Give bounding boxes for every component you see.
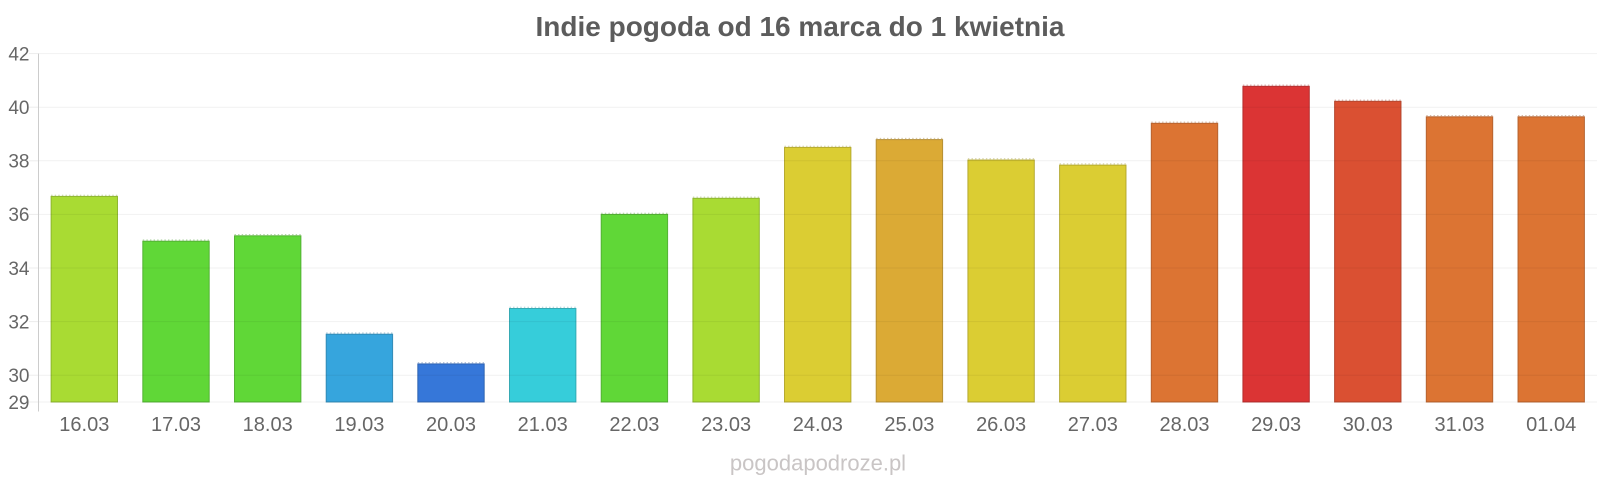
svg-text:26.03: 26.03 bbox=[976, 414, 1026, 436]
svg-text:38: 38 bbox=[8, 152, 29, 173]
svg-text:25.03: 25.03 bbox=[884, 414, 934, 436]
svg-text:Indie pogoda od 16 marca do 1: Indie pogoda od 16 marca do 1 kwietnia bbox=[535, 11, 1064, 42]
svg-text:34: 34 bbox=[8, 259, 30, 280]
svg-text:29: 29 bbox=[8, 393, 29, 414]
svg-text:30.03: 30.03 bbox=[1343, 414, 1393, 436]
svg-text:19.03: 19.03 bbox=[334, 414, 384, 436]
svg-text:32: 32 bbox=[8, 312, 29, 333]
svg-text:36: 36 bbox=[8, 205, 29, 226]
svg-text:30: 30 bbox=[8, 366, 29, 387]
svg-text:16.03: 16.03 bbox=[59, 414, 109, 436]
svg-text:24.03: 24.03 bbox=[793, 414, 843, 436]
svg-text:28.03: 28.03 bbox=[1159, 414, 1209, 436]
svg-text:42: 42 bbox=[8, 44, 29, 65]
svg-text:21.03: 21.03 bbox=[518, 414, 568, 436]
svg-text:27.03: 27.03 bbox=[1068, 414, 1118, 436]
svg-text:22.03: 22.03 bbox=[609, 414, 659, 436]
svg-text:23.03: 23.03 bbox=[701, 414, 751, 436]
svg-text:29.03: 29.03 bbox=[1251, 414, 1301, 436]
svg-text:18.03: 18.03 bbox=[243, 414, 293, 436]
svg-text:17.03: 17.03 bbox=[151, 414, 201, 436]
svg-text:20.03: 20.03 bbox=[426, 414, 476, 436]
svg-text:pogodapodroze.pl: pogodapodroze.pl bbox=[730, 451, 906, 476]
svg-text:40: 40 bbox=[8, 98, 29, 119]
svg-text:31.03: 31.03 bbox=[1434, 414, 1484, 436]
svg-text:01.04: 01.04 bbox=[1526, 414, 1576, 436]
